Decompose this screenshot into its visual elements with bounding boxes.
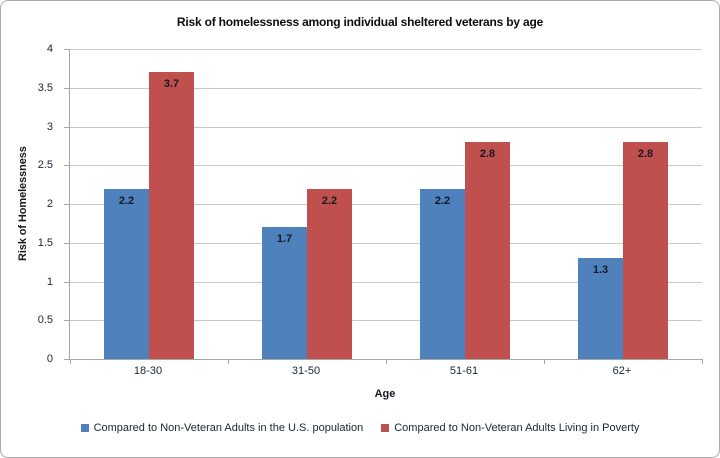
bar-series1-51-61: 2.2 [420, 188, 465, 359]
y-tick-label: 1.5 [37, 236, 53, 249]
y-tick-mark [64, 126, 70, 128]
category-band: 2.2 2.8 [386, 49, 544, 359]
gridline [70, 204, 702, 205]
chart-title: Risk of homelessness among individual sh… [176, 15, 544, 29]
y-tick-label: 2 [46, 198, 53, 210]
bar-series2-51-61: 2.8 [465, 142, 510, 359]
plot-area: 2.2 3.7 1.7 2.2 2.2 2.8 1.3 2.8 [64, 49, 703, 364]
legend-swatch-icon [381, 424, 390, 432]
gridline [70, 87, 702, 89]
x-category-label: 31-50 [291, 365, 321, 377]
gridline [70, 320, 702, 322]
y-tick-label: 2.5 [37, 159, 53, 172]
bar-value-label: 1.7 [276, 233, 293, 246]
bar-value-label: 2.2 [118, 194, 135, 207]
y-tick-mark [64, 281, 70, 283]
x-tick-mark [702, 359, 703, 364]
category-band: 2.2 3.7 [70, 49, 228, 359]
x-axis-title: Age [374, 388, 396, 400]
y-tick-mark [64, 242, 70, 244]
x-category-label: 18-30 [133, 365, 163, 377]
x-tick-mark [70, 359, 71, 364]
y-tick-label: 1 [46, 275, 53, 288]
legend-item: Compared to Non-Veteran Adults Living in… [381, 422, 639, 434]
gridline [70, 49, 702, 50]
legend-label: Compared to Non-Veteran Adults in the U.… [93, 422, 364, 434]
x-tick-mark [544, 359, 545, 364]
y-tick-mark [64, 204, 70, 205]
y-tick-label: 4 [46, 43, 53, 55]
y-tick-label: 3.5 [37, 81, 53, 94]
gridline [70, 165, 702, 167]
y-tick-mark [64, 320, 70, 322]
chart-legend: Compared to Non-Veteran Adults in the U.… [1, 422, 719, 434]
bar-series1-31-50: 1.7 [262, 227, 307, 359]
category-band: 1.3 2.8 [544, 49, 702, 359]
bar-series1-18-30: 2.2 [104, 188, 149, 359]
bar-series2-62+: 2.8 [623, 142, 668, 359]
legend-label: Compared to Non-Veteran Adults Living in… [394, 422, 640, 434]
bar-value-label: 2.8 [479, 148, 496, 160]
bar-value-label: 1.3 [592, 264, 609, 277]
bar-value-label: 2.2 [434, 194, 451, 207]
bar-series2-31-50: 2.2 [307, 188, 352, 359]
x-tick-mark [386, 359, 387, 364]
bar-series2-18-30: 3.7 [149, 72, 194, 359]
x-tick-mark [228, 359, 229, 364]
x-category-label: 62+ [612, 365, 632, 377]
y-tick-mark [64, 359, 70, 360]
y-tick-mark [64, 49, 70, 50]
y-tick-label: 3 [46, 120, 53, 133]
gridline [70, 242, 702, 244]
bar-value-label: 2.2 [321, 194, 338, 207]
x-category-label: 51-61 [449, 365, 479, 377]
bar-series1-62+: 1.3 [578, 258, 623, 359]
y-axis-tick-labels: 0 0.5 1 1.5 2 2.5 3 3.5 4 [1, 43, 61, 365]
category-band: 1.7 2.2 [228, 49, 386, 359]
y-tick-label: 0.5 [37, 314, 53, 327]
x-axis-category-labels: 18-30 31-50 51-61 62+ [69, 365, 701, 377]
y-tick-mark [64, 165, 70, 167]
gridline [70, 126, 702, 128]
y-tick-label: 0 [46, 353, 53, 365]
legend-swatch-icon [80, 424, 89, 432]
y-tick-mark [64, 87, 70, 89]
bar-value-label: 2.8 [637, 148, 654, 160]
legend-item: Compared to Non-Veteran Adults in the U.… [80, 422, 364, 434]
gridline [70, 281, 702, 283]
bar-value-label: 3.7 [163, 78, 180, 91]
